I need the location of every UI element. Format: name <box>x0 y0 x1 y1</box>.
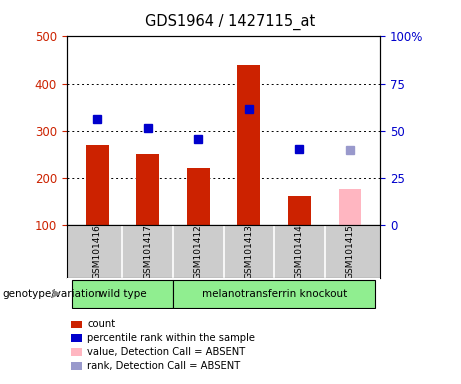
Text: wild type: wild type <box>99 289 146 299</box>
Bar <box>288 197 311 225</box>
Text: genotype/variation: genotype/variation <box>2 289 101 299</box>
Text: melanotransferrin knockout: melanotransferrin knockout <box>201 289 347 299</box>
Text: rank, Detection Call = ABSENT: rank, Detection Call = ABSENT <box>87 361 240 371</box>
Text: GSM101416: GSM101416 <box>93 224 102 279</box>
Bar <box>86 145 108 225</box>
Text: count: count <box>87 319 115 329</box>
Bar <box>187 168 210 225</box>
Bar <box>136 154 159 225</box>
Text: GSM101417: GSM101417 <box>143 224 152 279</box>
Text: GSM101414: GSM101414 <box>295 224 304 279</box>
Text: GSM101413: GSM101413 <box>244 224 254 279</box>
Text: value, Detection Call = ABSENT: value, Detection Call = ABSENT <box>87 347 245 357</box>
Text: GDS1964 / 1427115_at: GDS1964 / 1427115_at <box>145 13 316 30</box>
Bar <box>72 280 173 308</box>
Text: GSM101412: GSM101412 <box>194 224 203 279</box>
Bar <box>237 65 260 225</box>
Text: GSM101415: GSM101415 <box>345 224 355 279</box>
Text: percentile rank within the sample: percentile rank within the sample <box>87 333 255 343</box>
Bar <box>339 189 361 225</box>
Bar <box>173 280 375 308</box>
